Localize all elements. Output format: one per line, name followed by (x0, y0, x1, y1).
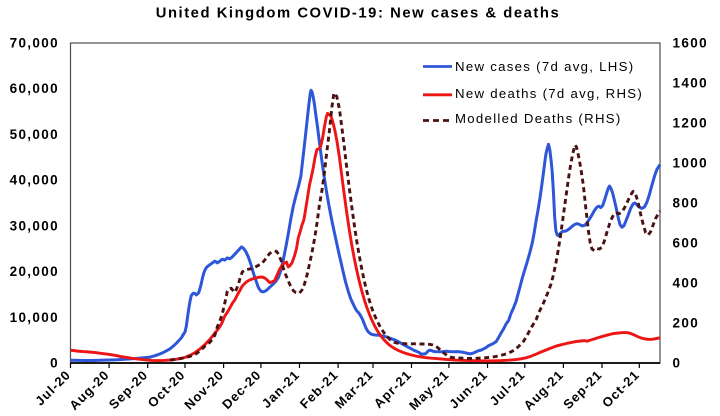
svg-text:40,000: 40,000 (10, 173, 59, 188)
svg-text:0: 0 (673, 356, 682, 371)
svg-text:20,000: 20,000 (10, 264, 59, 279)
svg-text:1600: 1600 (673, 36, 708, 51)
svg-text:50,000: 50,000 (10, 127, 59, 142)
svg-text:200: 200 (673, 316, 700, 331)
svg-text:New deaths (7d avg, RHS): New deaths (7d avg, RHS) (455, 86, 643, 101)
svg-text:1000: 1000 (673, 156, 708, 171)
svg-text:Modelled Deaths (RHS): Modelled Deaths (RHS) (455, 111, 622, 126)
svg-text:60,000: 60,000 (10, 81, 59, 96)
svg-text:1400: 1400 (673, 76, 708, 91)
svg-text:United Kingdom COVID-19: New c: United Kingdom COVID-19: New cases & dea… (156, 6, 561, 22)
svg-text:1200: 1200 (673, 116, 708, 131)
svg-text:New cases (7d avg, LHS): New cases (7d avg, LHS) (455, 59, 634, 74)
svg-text:10,000: 10,000 (10, 310, 59, 325)
svg-text:800: 800 (673, 196, 700, 211)
svg-text:600: 600 (673, 236, 700, 251)
svg-text:0: 0 (50, 356, 59, 371)
svg-text:70,000: 70,000 (10, 36, 59, 51)
svg-text:400: 400 (673, 276, 700, 291)
svg-text:30,000: 30,000 (10, 218, 59, 233)
